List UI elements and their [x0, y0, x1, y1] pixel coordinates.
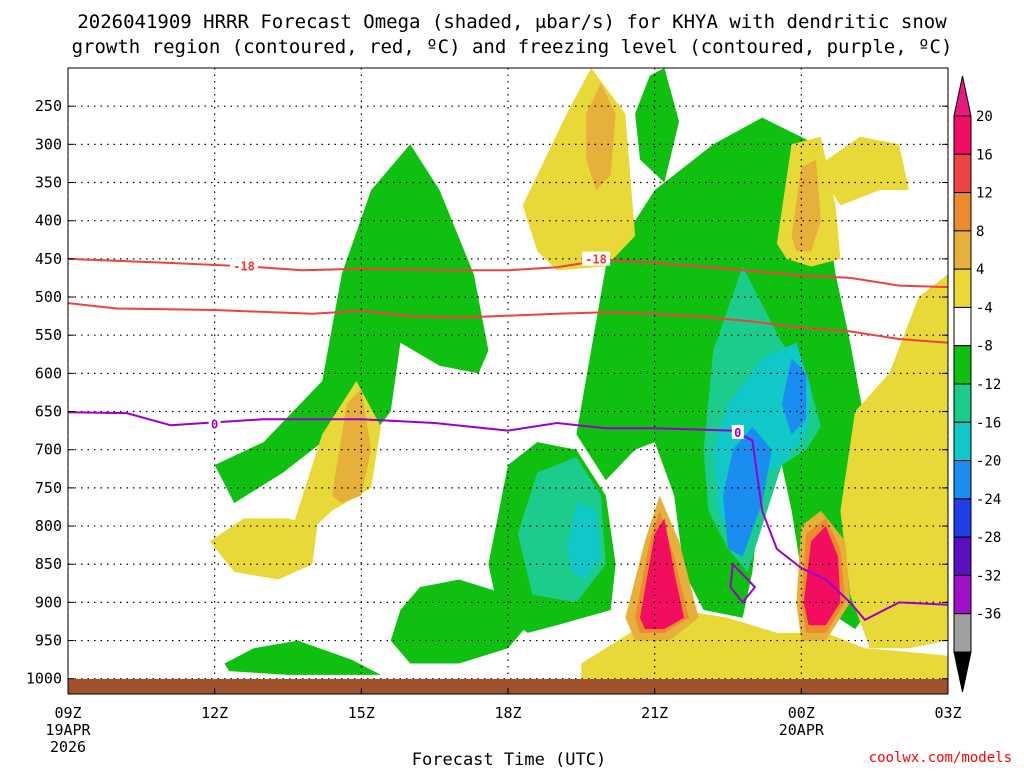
colorbar-label-3: 8: [976, 224, 984, 240]
colorbar-label-11: -28: [976, 530, 1001, 546]
colorbar-label-13: -36: [976, 607, 1001, 623]
grid-layer: [68, 68, 948, 694]
colorbar-bottom-arrow: [953, 651, 972, 693]
freezing-level-label-1: 0: [734, 426, 741, 440]
y-tick-label-950: 950: [35, 632, 62, 650]
omega-region-27: [803, 526, 841, 626]
y-tick-label-700: 700: [35, 441, 62, 459]
colorbar-swatch-4: [953, 268, 972, 308]
x-tick-label-21Z: 21Z: [641, 704, 668, 722]
chart-title-line1: 2026041909 HRRR Forecast Omega (shaded, …: [77, 11, 947, 33]
omega-region-20: [586, 83, 616, 191]
y-tick-label-900: 900: [35, 593, 62, 611]
x-tick-label-00Z: 00Z: [788, 704, 815, 722]
omega-shaded-layer: [209, 68, 948, 679]
contour-layer: -18 -18 0 0: [68, 251, 948, 622]
colorbar-swatch-11: [953, 536, 972, 576]
dgz-contour-1: [68, 302, 948, 344]
freezing-label-bg-1: [731, 424, 744, 439]
y-tick-label-400: 400: [35, 212, 62, 230]
omega-region-19: [332, 388, 372, 504]
y-tick-label-350: 350: [35, 174, 62, 192]
colorbar-swatch-0: [953, 115, 972, 155]
colorbar-label-10: -24: [976, 492, 1001, 508]
plot-area: -18 -18 0 0: [68, 68, 948, 694]
y-tick-label-850: 850: [35, 555, 62, 573]
omega-region-5: [224, 640, 381, 675]
colorbar-swatch-6: [953, 345, 972, 385]
colorbar-swatch-1: [953, 153, 972, 194]
x-tick-label-18Z: 18Z: [494, 704, 521, 722]
y-tick-label-250: 250: [35, 97, 62, 115]
colorbar-label-12: -32: [976, 568, 1001, 584]
x-tick-label-09Z: 09Z: [54, 704, 81, 722]
chart-title-line2: growth region (contoured, red, ºC) and f…: [72, 36, 953, 58]
terrain-surface: [68, 679, 948, 694]
y-tick-label-300: 300: [35, 135, 62, 153]
omega-region-11: [781, 358, 807, 435]
colorbar-swatch-7: [953, 383, 972, 423]
colorbar-label-2: 12: [976, 186, 993, 202]
x-tick-date-00Z: 20APR: [779, 721, 825, 739]
y-tick-label-1000: 1000: [26, 670, 62, 688]
x-tick-label-15Z: 15Z: [348, 704, 375, 722]
colorbar-top-arrow: [953, 75, 972, 117]
dgz-contour-label-1: -18: [585, 253, 607, 267]
y-tick-label-750: 750: [35, 479, 62, 497]
colorbar-label-5: -4: [976, 300, 993, 316]
y-tick-label-450: 450: [35, 250, 62, 268]
freezing-label-bg-0: [208, 416, 221, 431]
colorbar-label-0: 20: [976, 109, 993, 125]
y-tick-label-800: 800: [35, 517, 62, 535]
colorbar-label-4: 4: [976, 262, 984, 278]
omega-region-21: [791, 159, 821, 252]
omega-region-8: [566, 503, 601, 580]
omega-region-17: [840, 274, 948, 649]
colorbar-label-6: -8: [976, 339, 993, 355]
x-tick-date-09Z: 19APR: [45, 721, 91, 739]
omega-region-10: [723, 426, 772, 557]
colorbar-swatch-8: [953, 421, 972, 462]
x-tick-label-12Z: 12Z: [201, 704, 228, 722]
colorbar-label-1: 16: [976, 147, 993, 163]
x-tick-year-09Z: 2026: [50, 738, 86, 756]
omega-region-3: [390, 579, 528, 664]
freezing-level-label-0: 0: [211, 418, 218, 432]
omega-region-0: [214, 144, 489, 504]
colorbar-label-8: -16: [976, 415, 1001, 431]
freezing-level-contour: [68, 411, 948, 622]
omega-region-26: [640, 518, 684, 630]
colorbar-swatch-12: [953, 574, 972, 615]
dgz-contour-0: [68, 257, 948, 289]
colorbar-swatch-9: [953, 460, 972, 500]
colorbar-swatch-5: [953, 306, 972, 347]
dgz-label-bg-1: [582, 251, 610, 266]
x-tick-label-03Z: 03Z: [934, 704, 961, 722]
colorbar-label-9: -20: [976, 454, 1001, 470]
omega-region-16: [816, 136, 909, 206]
dgz-label-bg-0: [230, 258, 258, 273]
omega-region-4: [635, 68, 680, 183]
colorbar-swatch-2: [953, 192, 972, 232]
colorbar-swatch-10: [953, 498, 972, 538]
y-tick-label-650: 650: [35, 403, 62, 421]
colorbar: 20 16 12 8 4 -4 -8 -12 -16 -20 -24 -28 -32 -36: [953, 75, 1001, 693]
colorbar-swatch-3: [953, 230, 972, 270]
y-tick-label-550: 550: [35, 326, 62, 344]
y-tick-label-500: 500: [35, 288, 62, 306]
colorbar-swatch-13: [953, 613, 972, 653]
colorbar-label-7: -12: [976, 377, 1001, 393]
dgz-contour-label-0: -18: [233, 259, 255, 273]
x-axis-label: Forecast Time (UTC): [412, 750, 606, 768]
y-axis: 250 300 350 400 450 500 550 600 650 700 750 800 850 9…: [26, 97, 948, 688]
y-tick-label-600: 600: [35, 364, 62, 382]
credit-text: coolwx.com/models: [869, 750, 1012, 766]
freezing-level-loop: [729, 561, 757, 604]
